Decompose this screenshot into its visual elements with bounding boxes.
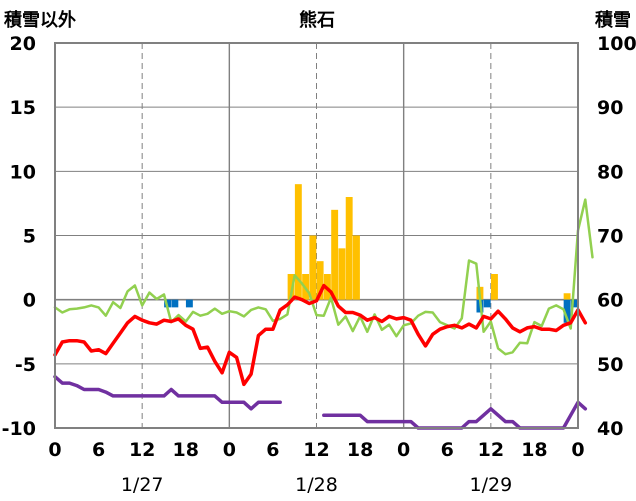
date-label: 1/28 <box>295 474 338 496</box>
plot-frame <box>54 42 579 429</box>
precip-bar <box>353 235 360 300</box>
blue-bar <box>171 299 179 308</box>
x-tick-label: 12 <box>303 439 329 461</box>
precip-bar <box>338 248 346 300</box>
purple-series-line <box>322 400 588 430</box>
y-left-tick-label: -5 <box>15 354 36 376</box>
precip-bar <box>563 293 571 300</box>
precip-bar <box>491 274 498 300</box>
x-tick-label: 12 <box>478 439 504 461</box>
blue-bar <box>570 299 578 308</box>
precip-bar <box>294 184 302 300</box>
x-tick-label: 18 <box>173 439 199 461</box>
blue-bar <box>185 299 193 308</box>
x-tick-label: 6 <box>266 439 279 461</box>
precip-bar <box>316 261 324 300</box>
precip-bar <box>309 235 317 300</box>
y-left-tick-label: 0 <box>23 290 36 312</box>
y-right-tick-label: 100 <box>597 33 636 55</box>
y-right-tick-label: 70 <box>597 226 623 248</box>
x-tick-label: 18 <box>521 439 547 461</box>
y-left-tick-label: 10 <box>10 161 36 183</box>
x-tick-label: 0 <box>48 439 61 461</box>
blue-bar <box>483 299 491 308</box>
x-tick-label: 6 <box>441 439 454 461</box>
x-tick-label: 12 <box>129 439 155 461</box>
y-right-tick-label: 90 <box>597 97 623 119</box>
purple-series-line <box>53 374 282 411</box>
y-right-tick-label: 80 <box>597 161 623 183</box>
y-left-tick-label: -10 <box>2 418 36 440</box>
precip-bar <box>287 274 295 300</box>
blue-bar <box>563 299 571 323</box>
y-left-tick-label: 5 <box>23 226 36 248</box>
x-tick-label: 0 <box>397 439 410 461</box>
right-axis-title: 積雪 <box>594 9 631 31</box>
x-tick-label: 0 <box>571 439 584 461</box>
left-axis-title: 積雪以外 <box>3 9 76 31</box>
green-series-line <box>53 198 594 356</box>
precip-bar <box>345 197 353 300</box>
y-left-tick-label: 20 <box>10 33 36 55</box>
y-right-tick-label: 40 <box>597 418 623 440</box>
x-tick-label: 6 <box>92 439 105 461</box>
date-label: 1/29 <box>469 474 512 496</box>
y-right-tick-label: 50 <box>597 354 623 376</box>
chart-title: 熊石 <box>299 9 335 31</box>
precip-bar <box>331 209 339 300</box>
temperature-line <box>53 283 588 387</box>
y-left-tick-label: 15 <box>10 97 36 119</box>
y-right-tick-label: 60 <box>597 290 623 312</box>
date-label: 1/27 <box>121 474 164 496</box>
x-tick-label: 18 <box>347 439 373 461</box>
x-tick-label: 0 <box>223 439 236 461</box>
